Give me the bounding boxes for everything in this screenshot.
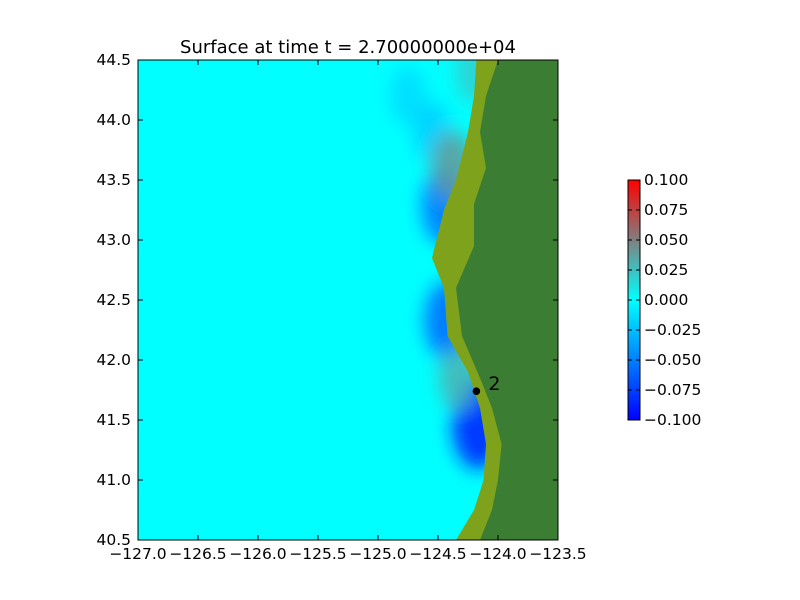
x-tick-label: −124.5 [409, 545, 466, 563]
colorbar-tick-label: −0.050 [644, 351, 701, 369]
y-axis: 40.5 41.0 41.5 42.0 42.5 43.0 43.5 44.0 44.5 [96, 51, 558, 549]
y-tick-label: 42.5 [96, 291, 131, 309]
colorbar-tick-label: 0.100 [644, 171, 688, 189]
x-tick-label: −126.0 [229, 545, 286, 563]
colorbar-tick-label: 0.075 [644, 201, 688, 219]
y-tick-label: 43.5 [96, 171, 131, 189]
chart-title: Surface at time t = 2.70000000e+04 [180, 37, 516, 58]
x-tick-label: −125.5 [289, 545, 346, 563]
x-tick-label: −127.0 [109, 545, 166, 563]
station-markers: 2 [472, 373, 500, 396]
colorbar-ticks: −0.100 −0.075 −0.050 −0.025 0.000 0.025 0.050 0… [628, 171, 701, 429]
y-tick-label: 43.0 [96, 231, 131, 249]
station-marker [472, 387, 481, 396]
colorbar: −0.100 −0.075 −0.050 −0.025 0.000 0.025 0.050 0… [627, 171, 701, 429]
x-tick-label: −124.0 [469, 545, 526, 563]
x-tick-label: −125.0 [349, 545, 406, 563]
y-tick-label: 44.5 [96, 51, 131, 69]
colorbar-tick-label: 0.025 [644, 261, 688, 279]
map-area: 2 [138, 60, 558, 540]
y-tick-label: 42.0 [96, 351, 131, 369]
colorbar-tick-label: 0.050 [644, 231, 688, 249]
station-label: 2 [488, 373, 500, 395]
land-area [456, 60, 558, 540]
x-axis: −127.0 −126.5 −126.0 −125.5 −125.0 −124.5 −124… [109, 60, 587, 563]
colorbar-tick-label: −0.075 [644, 381, 701, 399]
wave-anomaly [390, 66, 426, 126]
x-tick-label: −126.5 [169, 545, 226, 563]
y-tick-label: 44.0 [96, 111, 131, 129]
y-tick-label: 41.0 [96, 471, 131, 489]
colorbar-tick-label: −0.100 [644, 411, 701, 429]
colorbar-tick-label: −0.025 [644, 321, 701, 339]
colorbar-tick-label: 0.000 [644, 291, 688, 309]
y-tick-label: 41.5 [96, 411, 131, 429]
y-tick-label: 40.5 [96, 531, 131, 549]
x-tick-label: −123.5 [529, 545, 586, 563]
